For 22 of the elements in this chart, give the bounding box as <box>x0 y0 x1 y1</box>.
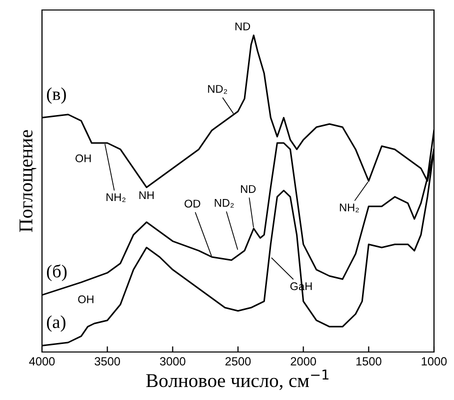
x-tick-label: 2000 <box>290 357 316 366</box>
series-label: (б) <box>46 264 67 282</box>
annotation: ND₂ <box>214 199 234 208</box>
x-tick-label: 2500 <box>225 357 251 366</box>
series-label: (в) <box>46 87 66 104</box>
annotation: NH₂ <box>106 193 126 202</box>
x-tick-label: 3000 <box>160 357 186 366</box>
annotation: NH₂ <box>340 204 359 212</box>
annotation: OD <box>184 200 200 208</box>
annotation: OH <box>76 154 91 162</box>
x-tick-label: 3500 <box>94 357 120 366</box>
series-label: (а) <box>46 315 66 332</box>
annotation: OH <box>78 295 94 304</box>
annotation: ND <box>241 185 256 193</box>
annotation: NH <box>139 191 154 200</box>
x-tick-label: 1000 <box>422 357 447 366</box>
annotation: ND₂ <box>208 85 228 94</box>
y-axis-title: Поглощение <box>20 130 36 232</box>
x-tick-label: 1500 <box>356 357 382 366</box>
x-tick-label: 4000 <box>29 357 55 366</box>
annotation: ND <box>235 22 250 30</box>
x-axis-title: Волновое число, см$^{−1}$ <box>146 370 328 390</box>
